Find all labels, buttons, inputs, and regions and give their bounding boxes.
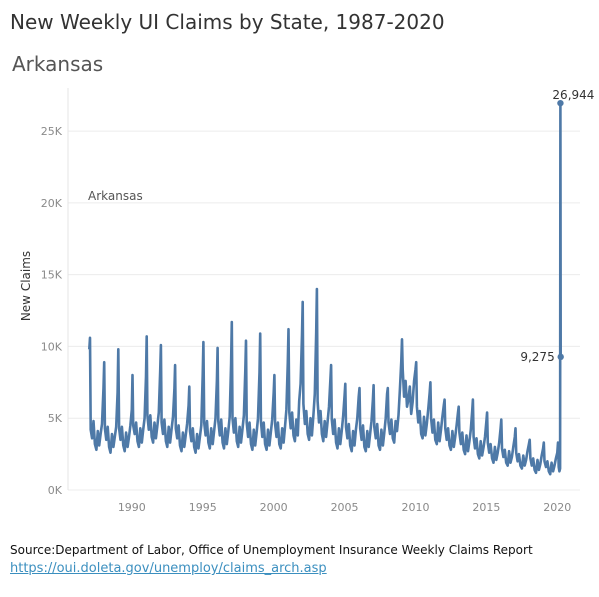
inset-state-label: Arkansas bbox=[88, 189, 143, 203]
source-link[interactable]: https://oui.doleta.gov/unemploy/claims_a… bbox=[10, 561, 327, 576]
line-chart: 0K 5K 10K 15K 20K 25K 1990 1995 2000 2005 2010 2015… bbox=[19, 88, 594, 514]
x-tick-label: 1995 bbox=[189, 501, 217, 514]
y-tick-label: 25K bbox=[41, 125, 63, 138]
chart-title: New Weekly UI Claims by State, 1987-2020 bbox=[10, 10, 445, 34]
x-tick-label: 2005 bbox=[331, 501, 359, 514]
chart-subtitle: Arkansas bbox=[12, 52, 104, 76]
x-tick-label: 2020 bbox=[543, 501, 571, 514]
y-tick-label: 10K bbox=[41, 340, 63, 353]
annotation-marker bbox=[557, 353, 564, 361]
x-tick-label: 2000 bbox=[260, 501, 288, 514]
y-axis-title: New Claims bbox=[19, 251, 33, 321]
y-tick-label: 15K bbox=[41, 269, 63, 282]
x-tick-label: 2010 bbox=[401, 501, 429, 514]
source-note: Source:Department of Labor, Office of Un… bbox=[10, 543, 533, 557]
y-tick-label: 20K bbox=[41, 197, 63, 210]
axes: 0K 5K 10K 15K 20K 25K 1990 1995 2000 2005 2010 2015… bbox=[41, 88, 571, 514]
series-line bbox=[88, 101, 562, 476]
gridlines bbox=[68, 130, 580, 491]
x-tick-label: 2015 bbox=[472, 501, 500, 514]
series-group bbox=[88, 101, 562, 476]
annotation-label: 26,944 bbox=[552, 88, 594, 102]
x-tick-label: 1990 bbox=[118, 501, 146, 514]
y-tick-label: 0K bbox=[48, 484, 63, 497]
annotation-label: 9,275 bbox=[520, 350, 554, 364]
annotation-marker bbox=[557, 99, 564, 107]
annotations: 26,944 9,275 bbox=[520, 88, 594, 364]
y-tick-label: 5K bbox=[48, 412, 63, 425]
